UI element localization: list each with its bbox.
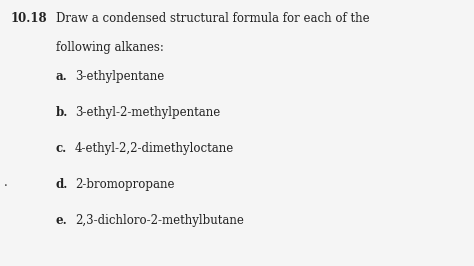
Text: 2-bromopropane: 2-bromopropane — [75, 178, 174, 191]
Text: 10.18: 10.18 — [10, 12, 47, 25]
Text: following alkanes:: following alkanes: — [56, 41, 164, 54]
Text: 3-ethyl-2-methylpentane: 3-ethyl-2-methylpentane — [75, 106, 220, 119]
Text: 2,3-dichloro-2-methylbutane: 2,3-dichloro-2-methylbutane — [75, 214, 244, 227]
Text: .: . — [4, 176, 8, 189]
Text: c.: c. — [56, 142, 67, 155]
Text: Draw a condensed structural formula for each of the: Draw a condensed structural formula for … — [56, 12, 370, 25]
Text: d.: d. — [56, 178, 68, 191]
Text: 3-ethylpentane: 3-ethylpentane — [75, 70, 164, 84]
Text: a.: a. — [56, 70, 68, 84]
Text: e.: e. — [56, 214, 68, 227]
Text: 4-ethyl-2,2-dimethyloctane: 4-ethyl-2,2-dimethyloctane — [75, 142, 234, 155]
Text: b.: b. — [56, 106, 68, 119]
